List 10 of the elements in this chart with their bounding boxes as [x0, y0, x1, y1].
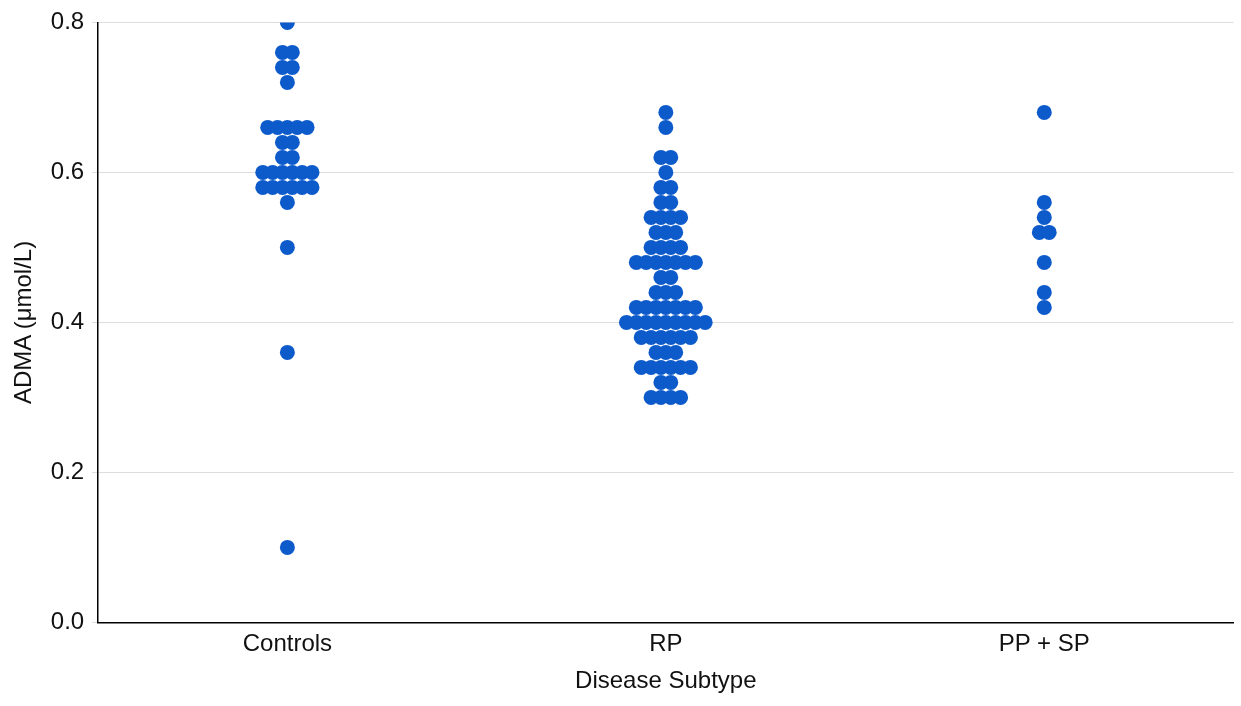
x-tick-label: Controls: [242, 629, 333, 657]
x-axis-title: Disease Subtype: [575, 666, 757, 694]
y-axis-title: ADMA (μmol/L): [9, 240, 37, 404]
y-tick-label: 0.6: [50, 157, 85, 185]
y-tick-label: 0.2: [50, 457, 85, 485]
y-tick-label: 0.8: [50, 7, 85, 35]
x-tick-label: RP: [649, 629, 683, 657]
y-tick-label: 0.4: [50, 307, 85, 335]
y-tick-label: 0.0: [50, 607, 85, 635]
x-tick-label: PP + SP: [998, 629, 1090, 657]
